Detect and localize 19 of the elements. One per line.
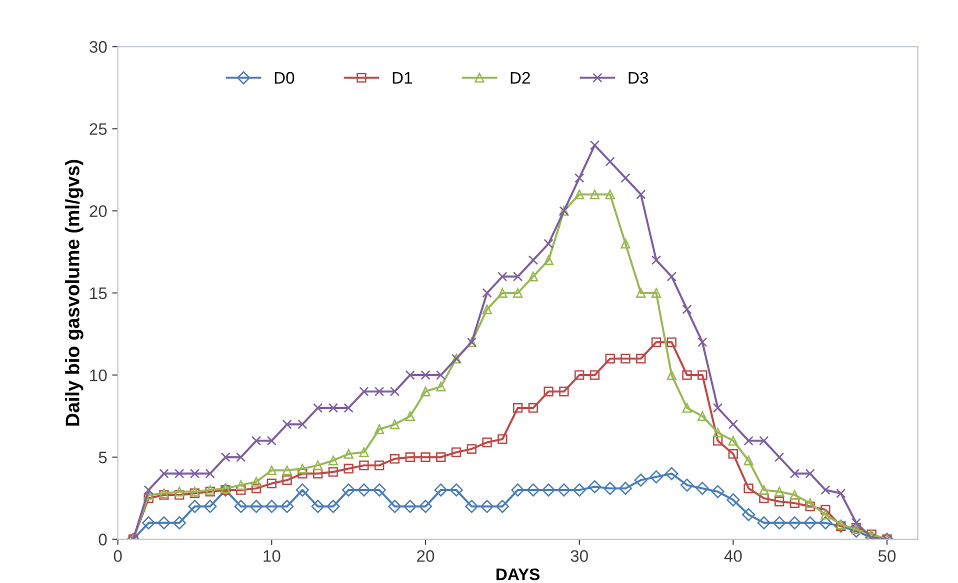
legend-label: D2 <box>510 72 530 84</box>
y-tick-label: 10 <box>90 369 107 382</box>
y-tick-label: 15 <box>90 288 107 300</box>
legend-label: D3 <box>628 72 648 84</box>
y-tick-label: 5 <box>98 452 107 464</box>
x-tick-label: 50 <box>878 550 896 562</box>
x-axis-title: DAYS <box>496 568 540 580</box>
x-tick-label: 0 <box>114 550 122 562</box>
y-axis-title: Daily bio gasvolume (ml/gvs) <box>65 160 84 426</box>
y-tick-label: 20 <box>90 205 107 218</box>
x-tick-label: 20 <box>417 550 434 562</box>
y-tick-label: 30 <box>90 41 107 53</box>
x-tick-label: 10 <box>264 550 280 562</box>
legend-label: D1 <box>392 72 412 84</box>
y-tick-label: 0 <box>98 534 107 546</box>
x-tick-label: 40 <box>724 550 742 562</box>
y-tick-label: 25 <box>90 123 107 135</box>
legend-label: D0 <box>274 72 294 84</box>
x-tick-label: 30 <box>570 550 588 562</box>
